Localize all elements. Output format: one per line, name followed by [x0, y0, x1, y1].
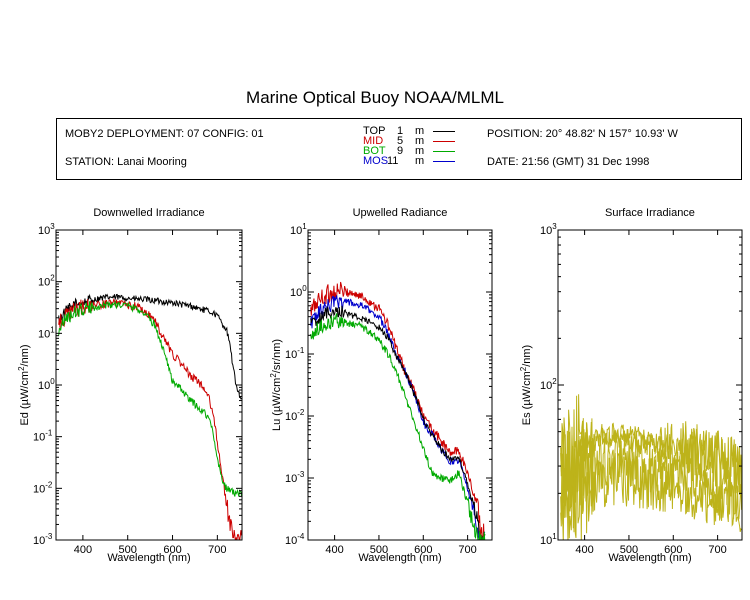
x-tick-label: 400	[575, 544, 593, 556]
x-tick-label: 600	[664, 544, 682, 556]
legend-name-mos: MOS	[363, 155, 389, 167]
info-box: MOBY2 DEPLOYMENT: 07 CONFIG: 01 STATION:…	[56, 118, 742, 180]
y-tick-label: 10-3	[285, 470, 305, 485]
series-line-3	[560, 418, 742, 539]
y-tick-label: 10-1	[285, 346, 305, 361]
y-tick-label: 10-2	[33, 480, 53, 495]
x-tick-label: 600	[414, 544, 432, 556]
page-title: Marine Optical Buoy NOAA/MLML	[246, 88, 504, 107]
y-tick-label: 103	[38, 222, 55, 237]
y-tick-label: 101	[290, 222, 307, 237]
legend-unit-mid: m	[415, 135, 425, 147]
legend-name-bot: BOT	[363, 145, 386, 157]
y-tick-label: 102	[540, 377, 557, 392]
series-line-3	[310, 305, 486, 540]
y-tick-label: 102	[38, 274, 55, 289]
series-line-3	[58, 300, 242, 497]
y-tick-label: 10-4	[285, 532, 305, 547]
x-axis-label: Wavelength (nm)	[358, 552, 441, 564]
legend-depth-mos: 11	[387, 155, 399, 167]
y-tick-label: 101	[540, 532, 557, 547]
x-tick-label: 700	[458, 544, 476, 556]
series-line-1	[310, 281, 486, 540]
y-tick-label: 10-3	[33, 532, 53, 547]
legend-unit-bot: m	[415, 145, 425, 157]
legend-depth-bot: 9	[397, 145, 404, 157]
x-tick-label: 400	[325, 544, 343, 556]
legend-unit-mos: m	[415, 155, 425, 167]
date-label: DATE: 21:56 (GMT) 31 Dec 1998	[487, 156, 650, 168]
x-tick-label: 500	[620, 544, 638, 556]
series-line-4	[560, 436, 742, 540]
chart-title: Downwelled Irradiance	[93, 207, 204, 219]
legend-line-bot	[433, 151, 455, 152]
station-label: STATION: Lanai Mooring	[65, 156, 187, 168]
y-axis-label: Es (µW/cm2/nm)	[519, 345, 533, 425]
chart-title: Upwelled Radiance	[353, 207, 448, 219]
x-tick-label: 700	[208, 544, 226, 556]
legend-depth-mid: 5	[397, 135, 404, 147]
series-line-2	[310, 295, 486, 540]
y-tick-label: 100	[290, 284, 307, 299]
chart-2: 400 500 600 700 101 100 10-1 10-2 10-3 10-4 Upwell…	[269, 207, 493, 564]
legend-depth-top: 1	[397, 125, 404, 137]
legend-line-mos	[433, 161, 455, 162]
series-line-1	[58, 293, 242, 400]
legend-unit-top: m	[415, 125, 425, 137]
y-axis-label: Lu (µW/cm2/sr/nm)	[269, 339, 283, 431]
y-tick-label: 103	[540, 222, 557, 237]
x-tick-label: 700	[708, 544, 726, 556]
legend-line-mid	[433, 141, 455, 142]
x-axis-label: Wavelength (nm)	[107, 552, 190, 564]
series-line-4	[310, 313, 486, 540]
x-tick-label: 400	[74, 544, 92, 556]
legend-name-top: TOP	[363, 125, 386, 137]
x-tick-label: 500	[370, 544, 388, 556]
series-line-2	[58, 297, 242, 540]
chart-1: 400 500 600 700 103 102 101 100 10-1 10-2 10-3 Down…	[17, 207, 243, 564]
deployment-label: MOBY2 DEPLOYMENT: 07 CONFIG: 01	[65, 128, 264, 140]
x-axis-label: Wavelength (nm)	[608, 552, 691, 564]
x-tick-label: 500	[119, 544, 137, 556]
chart-title: Surface Irradiance	[605, 207, 695, 219]
position-label: POSITION: 20° 48.82' N 157° 10.93' W	[487, 128, 678, 140]
y-tick-label: 100	[38, 377, 55, 392]
plot-frame	[307, 229, 493, 541]
x-tick-label: 600	[163, 544, 181, 556]
legend-line-top	[433, 131, 455, 132]
plot-frame	[55, 229, 243, 541]
y-tick-label: 10-2	[285, 408, 305, 423]
y-tick-label: 10-1	[33, 429, 53, 444]
chart-3: 400 500 600 700 103 102 101 Surface Irradiance W…	[519, 207, 743, 564]
legend-name-mid: MID	[363, 135, 384, 147]
y-tick-label: 101	[38, 325, 55, 340]
y-axis-label: Ed (µW/cm2/nm)	[17, 344, 31, 425]
